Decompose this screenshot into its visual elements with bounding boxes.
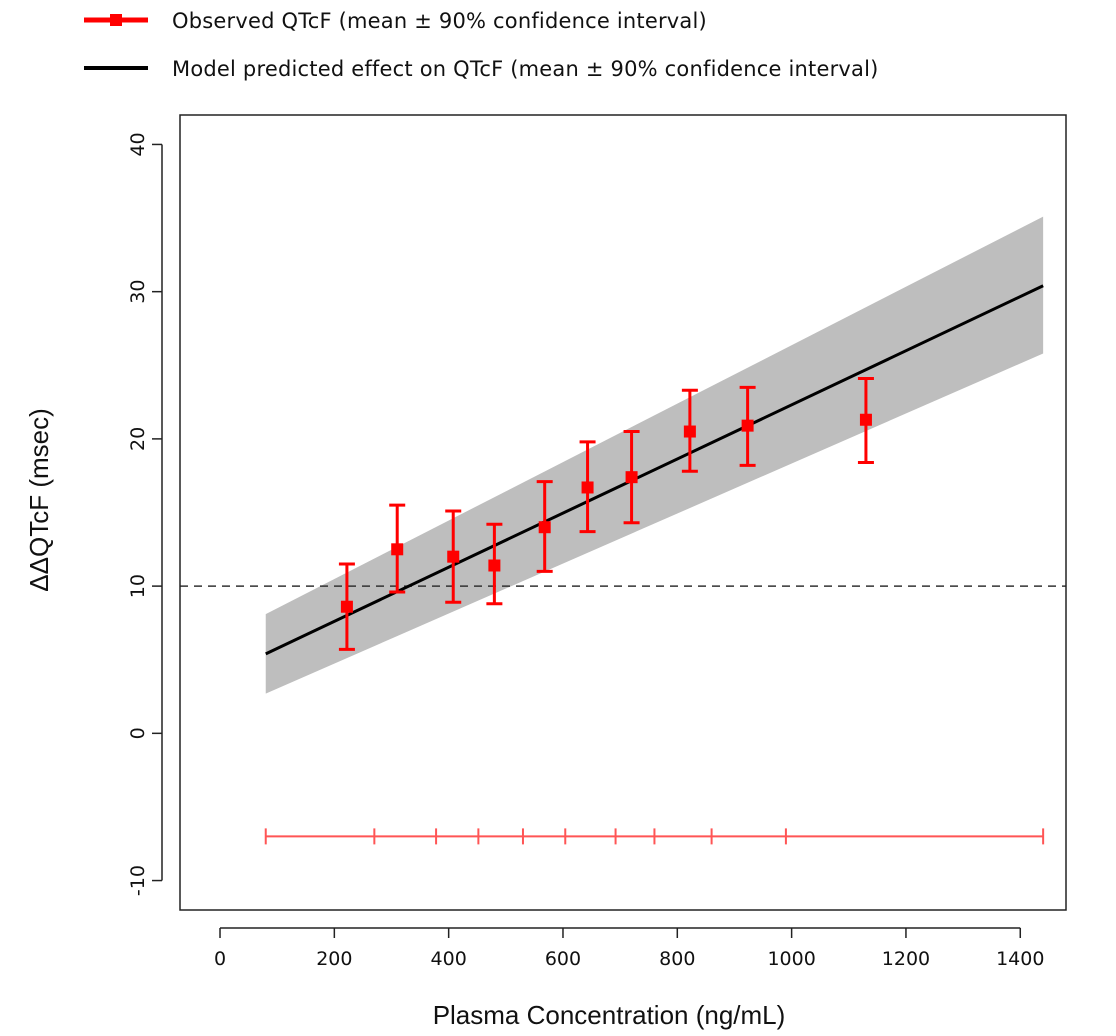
observed-point-8 bbox=[681, 388, 698, 473]
observed-point-3 bbox=[445, 509, 462, 604]
observed-point-6 bbox=[579, 440, 596, 534]
observed-point-7 bbox=[623, 430, 640, 525]
x-tick-label-1200: 1200 bbox=[882, 948, 930, 970]
x-tick-label-0: 0 bbox=[214, 948, 226, 970]
legend-entry-observed: Observed QTcF (mean ± 90% confidence int… bbox=[84, 9, 707, 33]
observed-point-10 bbox=[857, 377, 874, 464]
legend-entry-model: Model predicted effect on QTcF (mean ± 9… bbox=[84, 57, 879, 81]
legend-observed-marker bbox=[110, 14, 122, 26]
model-mean-line bbox=[265, 284, 1044, 656]
y-tick-label-40: 40 bbox=[127, 132, 149, 156]
observed-marker bbox=[488, 559, 501, 572]
y-tick-label-30: 30 bbox=[127, 280, 149, 304]
x-tick-label-400: 400 bbox=[431, 948, 467, 970]
observed-point-9 bbox=[739, 385, 756, 467]
observed-marker bbox=[625, 471, 638, 484]
legend-model-label: Model predicted effect on QTcF (mean ± 9… bbox=[172, 57, 879, 81]
concentration-bins bbox=[264, 828, 1045, 845]
y-axis-title: ΔΔQTcF (msec) bbox=[24, 408, 54, 592]
observed-marker bbox=[447, 550, 460, 563]
x-axis-title: Plasma Concentration (ng/mL) bbox=[433, 1000, 786, 1030]
x-tick-label-600: 600 bbox=[545, 948, 581, 970]
observed-marker bbox=[741, 419, 754, 432]
observed-marker bbox=[581, 481, 594, 494]
y-tick-label--10: -10 bbox=[127, 865, 149, 896]
x-tick-label-800: 800 bbox=[659, 948, 695, 970]
model-confidence-band bbox=[265, 216, 1044, 694]
plot-frame bbox=[179, 114, 1067, 911]
y-tick-label-10: 10 bbox=[127, 574, 149, 598]
y-tick-label-20: 20 bbox=[127, 427, 149, 451]
observed-marker bbox=[859, 413, 872, 426]
x-tick-label-200: 200 bbox=[316, 948, 352, 970]
x-axis: 0 200 400 600 800 1000 1200 1400 bbox=[214, 927, 1044, 970]
y-tick-label-0: 0 bbox=[127, 727, 149, 739]
y-axis: -10 0 10 20 30 40 bbox=[127, 132, 163, 896]
observed-series bbox=[338, 377, 874, 651]
observed-marker bbox=[683, 425, 696, 438]
observed-point-4 bbox=[486, 522, 503, 606]
observed-point-2 bbox=[389, 503, 406, 594]
legend: Observed QTcF (mean ± 90% confidence int… bbox=[84, 9, 879, 81]
observed-marker bbox=[391, 543, 404, 556]
x-tick-label-1400: 1400 bbox=[996, 948, 1044, 970]
x-tick-label-1000: 1000 bbox=[767, 948, 815, 970]
observed-point-1 bbox=[338, 562, 355, 651]
observed-marker bbox=[340, 600, 353, 613]
observed-marker bbox=[538, 521, 551, 534]
legend-observed-label: Observed QTcF (mean ± 90% confidence int… bbox=[172, 9, 707, 33]
plot-area bbox=[179, 114, 1067, 911]
observed-point-5 bbox=[536, 480, 553, 573]
